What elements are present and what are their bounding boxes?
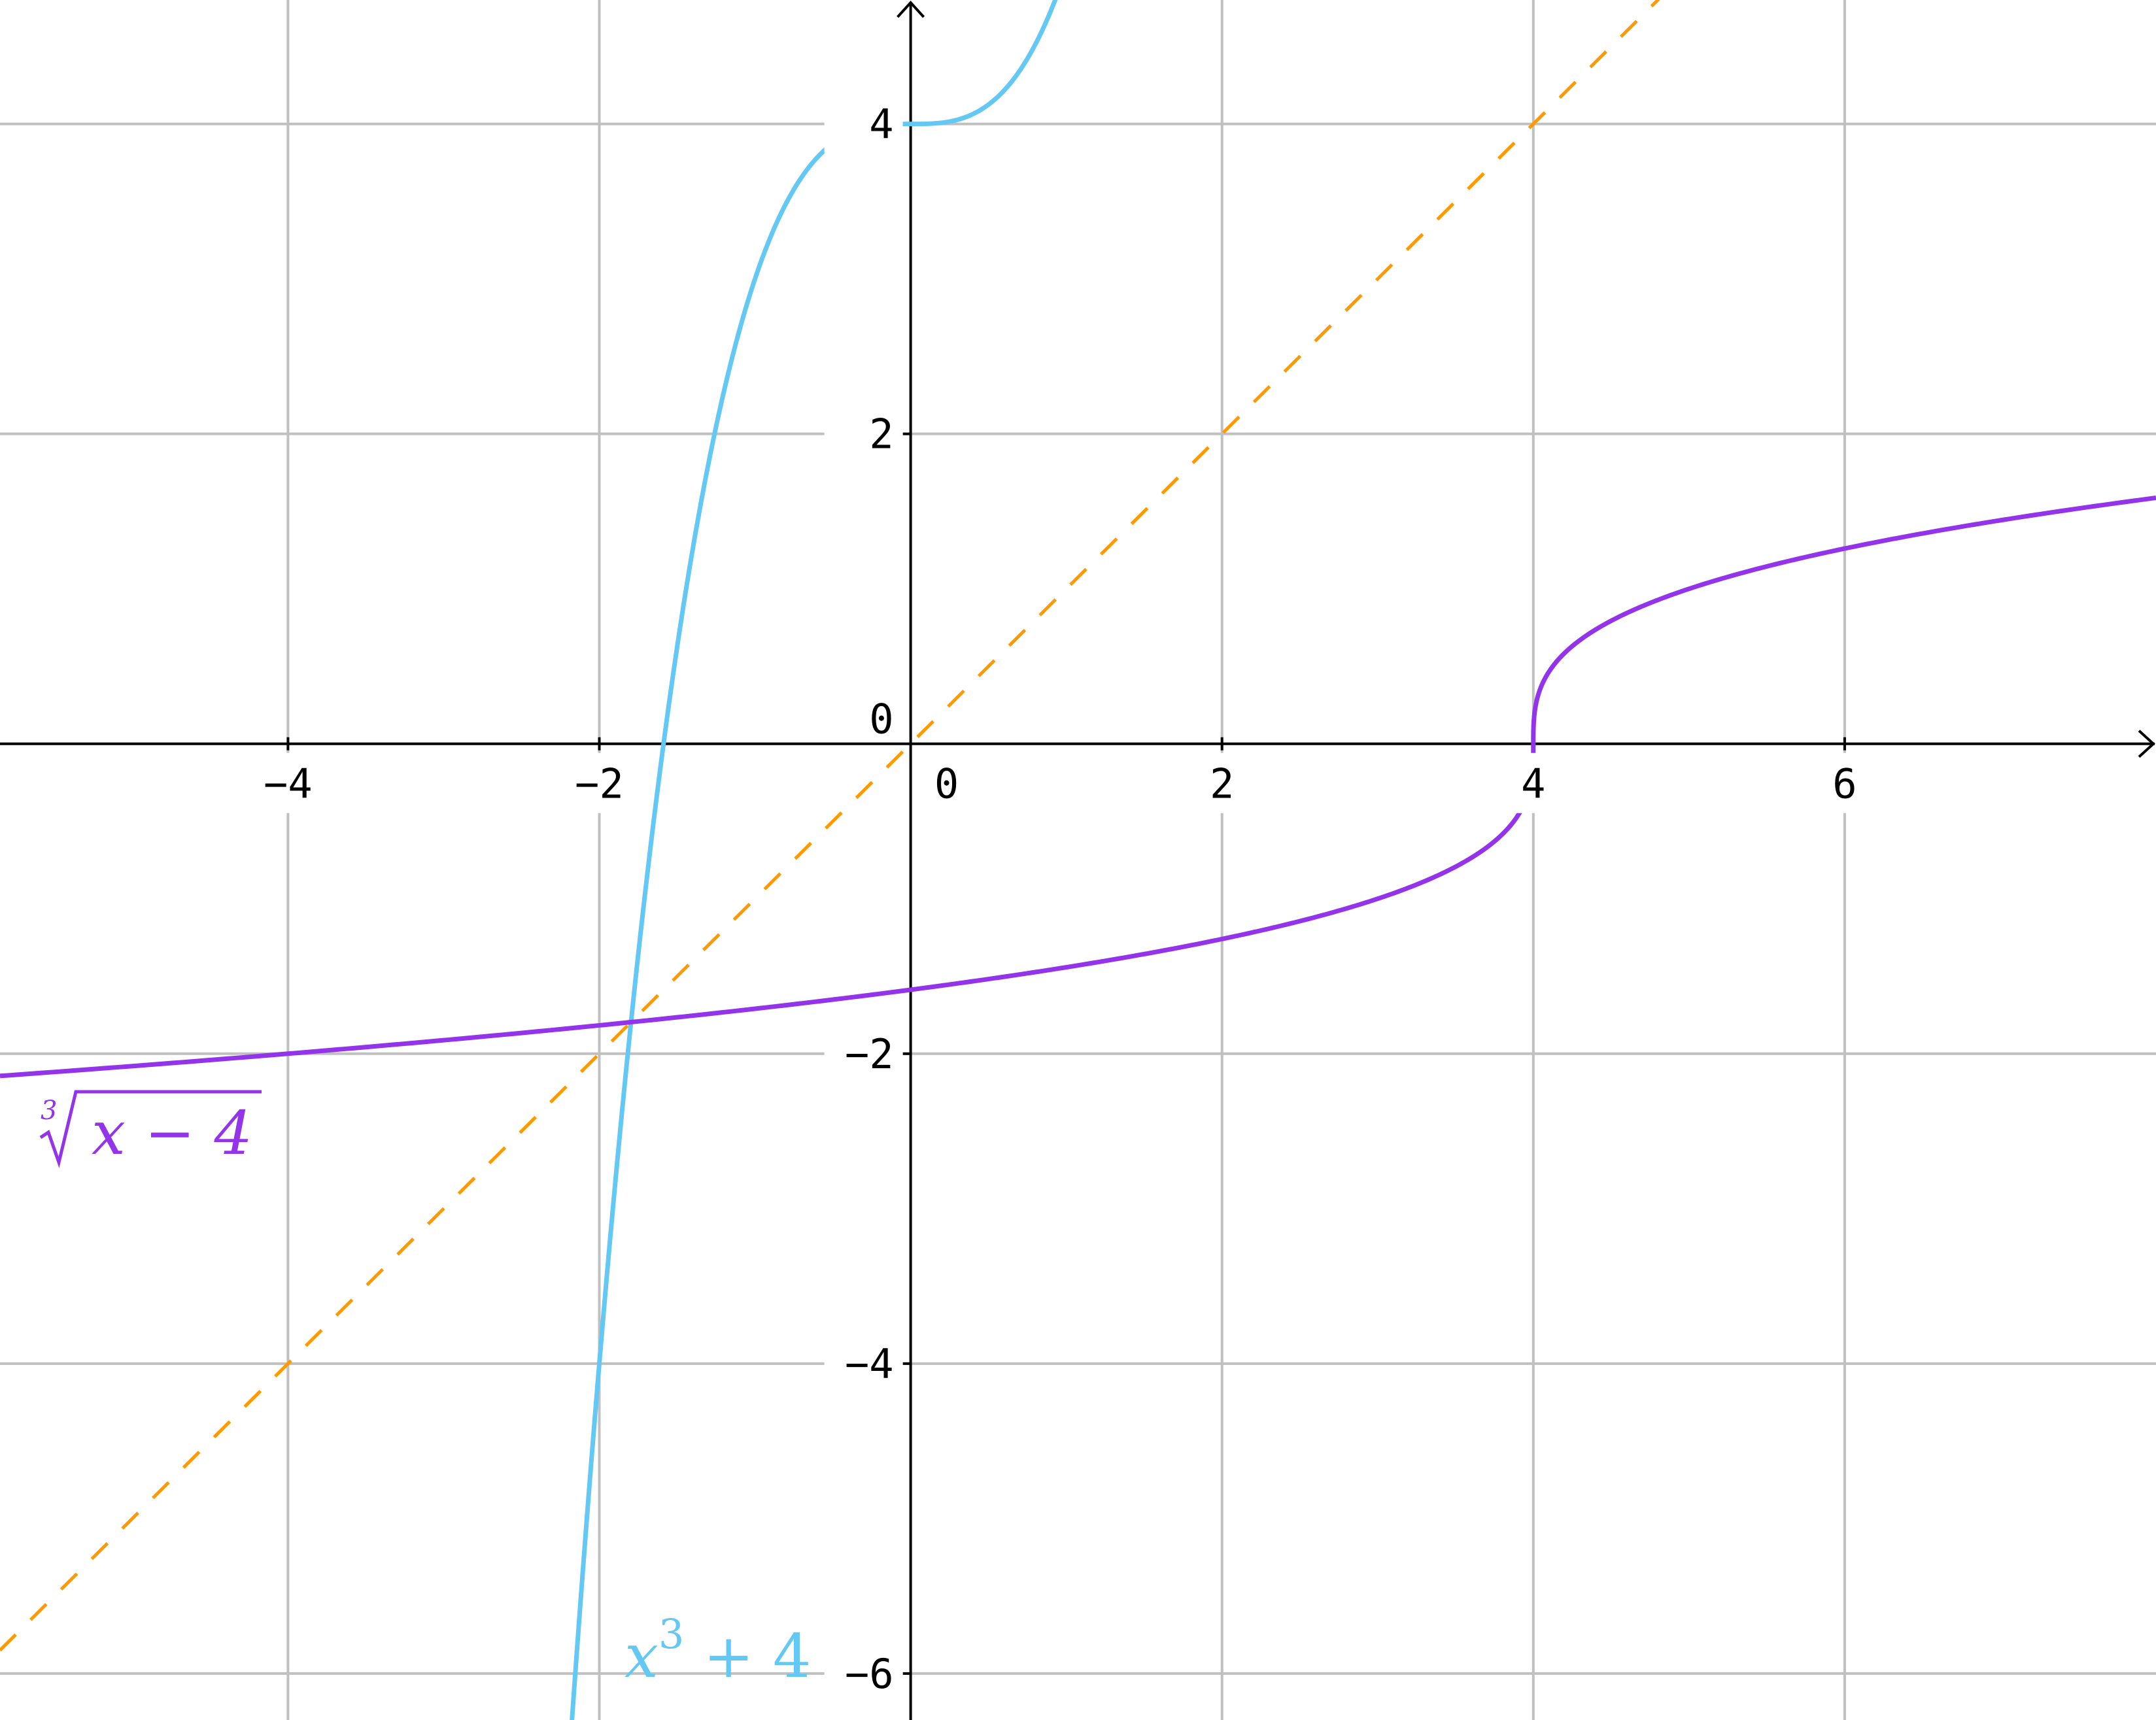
x-tick-label: 2 (1210, 760, 1234, 808)
x-axis-arrow (2138, 730, 2155, 758)
x-tick-label-bg (558, 752, 640, 813)
origin-x-label: 0 (934, 760, 959, 808)
y-tick-label-bg (824, 1024, 903, 1083)
y-tick-label: −2 (845, 1030, 894, 1078)
y-tick-label-bg (824, 405, 903, 463)
origin-y-label: 0 (869, 696, 893, 743)
cubic-curve-label: x3 + 4 (625, 1610, 811, 1691)
y-tick-label-bg (824, 1644, 903, 1702)
x-tick-label: 4 (1521, 760, 1545, 808)
cubic-curve (570, 0, 1058, 1720)
y-tick-label: −4 (845, 1340, 894, 1388)
x-tick-label-bg (247, 752, 329, 813)
root-index: 3 (41, 1096, 57, 1126)
labels: −4 −2 2 4 6 −6 −4 −2 2 4 00 x3 + 4 3 x − 4 (39, 95, 1885, 1702)
cube-root-curve-label: 3 x − 4 (39, 1090, 262, 1168)
y-tick-label-bg (824, 95, 903, 153)
identity-line (0, 0, 1660, 1652)
y-tick-label-bg (824, 1334, 903, 1392)
x-tick-label: −4 (264, 760, 313, 808)
x-tick-label-bg (1804, 752, 1885, 813)
x-tick-label: 6 (1832, 760, 1857, 808)
y-tick-label: −6 (845, 1650, 894, 1698)
y-tick-label: 4 (869, 101, 893, 148)
x-tick-label-bg (1492, 752, 1574, 813)
x-tick-label-bg (1181, 752, 1263, 813)
radical-sign-icon (39, 1090, 262, 1168)
y-tick-label: 2 (869, 411, 893, 458)
radicand: x − 4 (92, 1098, 252, 1168)
y-axis-arrow (897, 1, 925, 18)
x-tick-label: −2 (575, 760, 624, 808)
